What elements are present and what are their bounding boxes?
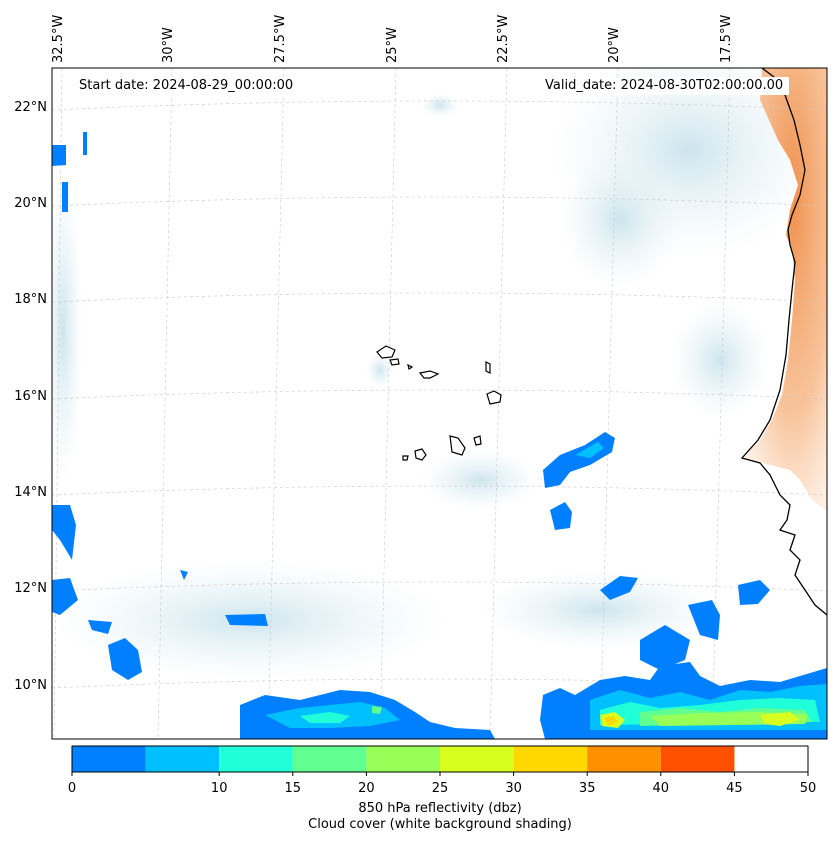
meridian-gridline [379,68,397,739]
colorbar-tick-label: 50 [800,781,817,796]
latitude-label: 18°N [14,292,47,307]
colorbar-swatch [660,746,735,772]
longitude-label: 20°W [607,27,622,63]
colorbar-tick-label: 15 [285,781,302,796]
latitude-label: 16°N [14,389,47,404]
colorbar-tick-label: 0 [68,781,76,796]
meridian-gridline [599,68,619,739]
map-frame [51,67,828,740]
colorbar-tick-label: 45 [726,781,743,796]
latitude-labels: 22°N 20°N 18°N 16°N 14°N 12°N 10°N [14,100,47,693]
colorbar-swatch [145,746,220,772]
colorbar-swatch [587,746,661,772]
colorbar-ticks: 0 10 15 20 25 30 35 40 45 50 [68,772,816,796]
colorbar-tick-label: 20 [358,781,375,796]
colorbar-tick-label: 30 [505,781,522,796]
longitude-label: 30°W [161,27,176,63]
colorbar-swatch [219,746,293,772]
longitude-labels: 32.5°W 30°W 27.5°W 25°W 22.5°W 20°W 17.5°W [51,15,734,63]
colorbar-sublabel: Cloud cover (white background shading) [308,817,572,832]
parallel-gridline [52,485,827,496]
latitude-label: 10°N [14,678,47,693]
parallel-gridline [52,196,827,207]
meridian-gridline [53,68,63,739]
colorbar-swatch [72,746,146,772]
longitude-label: 27.5°W [273,15,288,63]
latitude-label: 12°N [14,581,47,596]
africa-land-dust [742,68,827,512]
meridian-gridline [489,68,508,739]
latitude-label: 22°N [14,100,47,115]
longitude-label: 32.5°W [51,15,66,63]
latitude-label: 14°N [14,485,47,500]
colorbar-swatch [366,746,440,772]
map-plot-area [52,68,827,739]
latitude-label: 20°N [14,196,47,211]
meridian-gridline [267,68,285,739]
colorbar-label: 850 hPa reflectivity (dbz) [358,801,522,816]
parallel-gridline [52,581,827,592]
parallel-gridline [52,100,827,111]
longitude-label: 22.5°W [496,15,511,63]
cloud-cover-shading [52,68,827,680]
colorbar-tick-label: 40 [653,781,670,796]
longitude-label: 25°W [385,27,400,63]
colorbar-tick-label: 25 [432,781,449,796]
coastline [740,68,827,616]
start-date-stamp: Start date: 2024-08-29_00:00:00 [73,77,300,95]
colorbar-swatch [440,746,514,772]
colorbar-swatch [513,746,588,772]
colorbar-tick-label: 10 [211,781,228,796]
meridian-gridline [157,68,173,739]
valid-date-stamp: Valid_date: 2024-08-30T02:00:00.00 [539,77,790,95]
parallel-gridline [52,292,827,303]
parallel-gridline [52,389,827,400]
colorbar-tick-label: 35 [579,781,596,796]
longitude-label: 17.5°W [719,15,734,63]
west-africa-coast-land [742,458,827,640]
reflectivity-layer [52,132,827,739]
colorbar-swatch [292,746,367,772]
cape-verde-islands [376,345,502,461]
colorbar: 0 10 15 20 25 30 35 40 45 50 [68,745,816,796]
colorbar-swatches [72,746,735,772]
parallel-gridline [52,678,827,689]
